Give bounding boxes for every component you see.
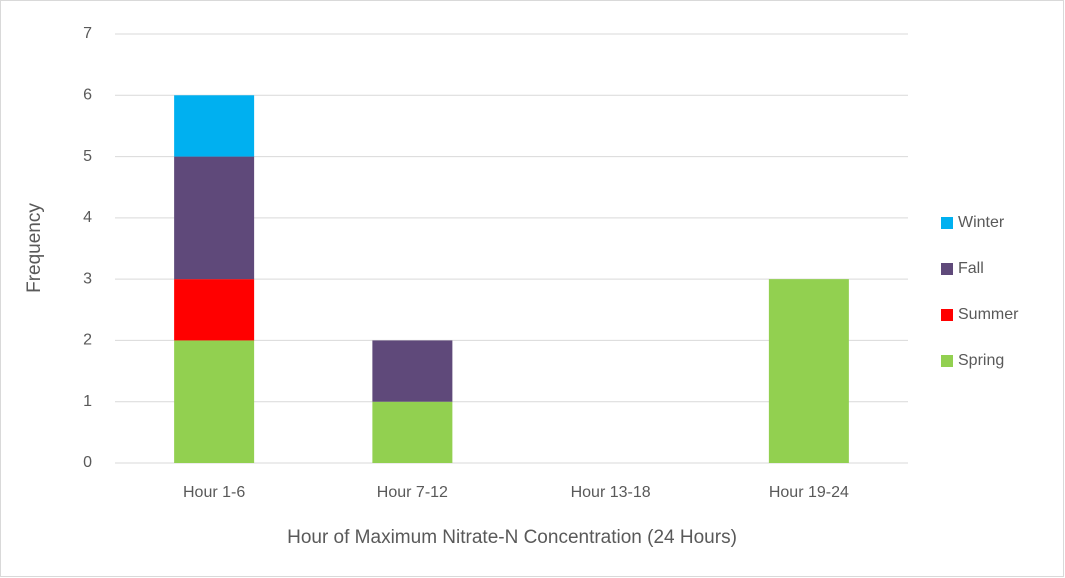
x-axis-title: Hour of Maximum Nitrate-N Concentration …	[287, 527, 737, 548]
y-tick-label: 7	[83, 25, 92, 42]
x-tick-label: Hour 13-18	[571, 484, 651, 501]
y-tick-label: 5	[83, 148, 92, 165]
y-tick-label: 6	[83, 87, 92, 104]
legend-label: Fall	[958, 260, 984, 277]
legend-label: Winter	[958, 214, 1005, 231]
legend-swatch	[941, 217, 953, 229]
bar-segment	[768, 279, 849, 463]
legend-swatch	[941, 309, 953, 321]
legend-swatch	[941, 263, 953, 275]
x-tick-label: Hour 19-24	[769, 484, 849, 501]
y-axis-title: Frequency	[24, 203, 45, 293]
x-tick-label: Hour 1-6	[183, 484, 245, 501]
y-tick-label: 1	[83, 393, 92, 410]
legend-label: Summer	[958, 306, 1019, 323]
bar-segment	[174, 279, 255, 341]
bar-segment	[372, 401, 453, 463]
bar-segment	[174, 156, 255, 280]
y-tick-label: 3	[83, 270, 92, 287]
legend-label: Spring	[958, 352, 1004, 369]
bar-segment	[372, 340, 453, 402]
x-tick-label: Hour 7-12	[377, 484, 448, 501]
bar-segment	[174, 95, 255, 157]
y-tick-label: 2	[83, 332, 92, 349]
legend-swatch	[941, 355, 953, 367]
y-tick-label: 0	[83, 454, 92, 471]
y-tick-label: 4	[83, 209, 92, 226]
bar-segment	[174, 340, 255, 463]
